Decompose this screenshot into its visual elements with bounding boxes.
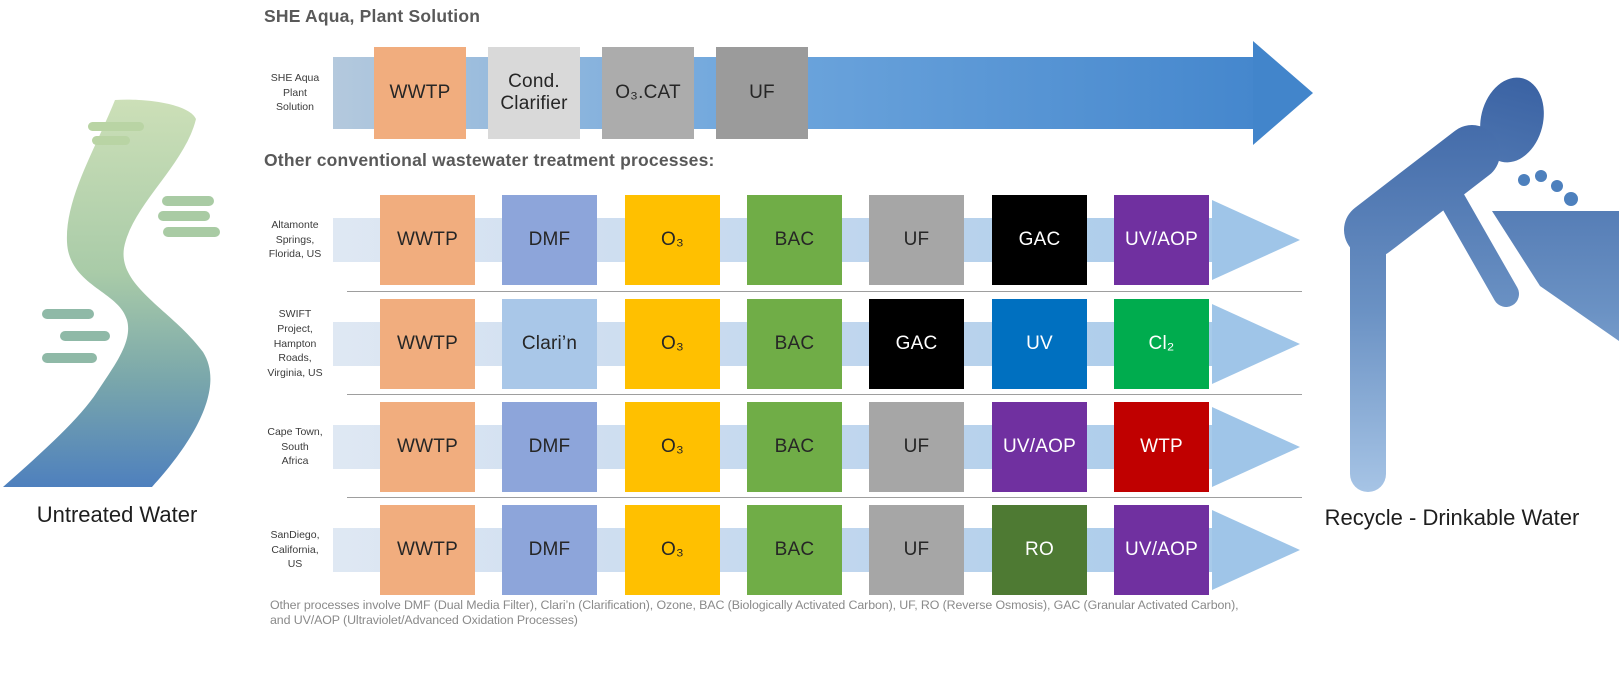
recycle-drinkable-water-label: Recycle - Drinkable Water (1324, 505, 1580, 530)
process-box: UV/AOP (992, 402, 1087, 492)
process-box: O₃ (625, 402, 720, 492)
process-box: DMF (502, 195, 597, 285)
abbreviation-caption: Other processes involve DMF (Dual Media … (270, 598, 1239, 627)
process-box: BAC (747, 299, 842, 389)
process-row: SanDiego, California, US WWTP DMF O₃ BAC UF R… (0, 505, 1619, 595)
row-divider (347, 497, 1302, 498)
other-processes-heading: Other conventional wastewater treatment … (264, 150, 715, 170)
row-divider (347, 394, 1302, 395)
person-torso-shape (1344, 125, 1500, 258)
drinking-person-icon (1344, 77, 1619, 492)
process-row: Altamonte Springs, Florida, US WWTP DMF O₃… (0, 195, 1619, 285)
process-box: DMF (502, 402, 597, 492)
process-box: UV (992, 299, 1087, 389)
fountain-basin-shape (1492, 211, 1619, 341)
water-droplets (1518, 170, 1578, 206)
process-box: O₃ (625, 505, 720, 595)
river-flow-dashes (42, 122, 220, 363)
process-box: Cond. Clarifier (488, 47, 580, 139)
process-box: UF (869, 402, 964, 492)
untreated-water-label: Untreated Water (36, 502, 198, 527)
process-box: UV/AOP (1114, 505, 1209, 595)
river-shape (3, 99, 211, 487)
process-box: O₃ (625, 195, 720, 285)
row-location-label: Altamonte Springs, Florida, US (268, 218, 322, 261)
process-row: SWIFT Project, Hampton Roads, Virginia, … (0, 299, 1619, 389)
person-arm-shape (1437, 183, 1519, 307)
process-box: BAC (747, 402, 842, 492)
process-box: WWTP (380, 505, 475, 595)
process-box: WWTP (380, 402, 475, 492)
process-box: Clari’n (502, 299, 597, 389)
process-row: Cape Town, South Africa WWTP DMF O₃ BAC UF UV… (0, 402, 1619, 492)
process-box: DMF (502, 505, 597, 595)
process-box: UV/AOP (1114, 195, 1209, 285)
process-box: O₃.CAT (602, 47, 694, 139)
process-box: WWTP (374, 47, 466, 139)
process-box: WTP (1114, 402, 1209, 492)
process-box: BAC (747, 505, 842, 595)
process-box: Cl₂ (1114, 299, 1209, 389)
she-aqua-heading: SHE Aqua, Plant Solution (264, 6, 481, 26)
flow-arrow-head-icon (1212, 407, 1300, 487)
process-box: GAC (869, 299, 964, 389)
she-aqua-process-row: SHE Aqua Plant Solution WWTP Cond. Clarif… (0, 41, 1619, 145)
flow-arrow-head-icon (1212, 200, 1300, 280)
flow-arrow-head-icon (1253, 41, 1313, 145)
process-box: UF (869, 505, 964, 595)
flow-arrow-head-icon (1212, 510, 1300, 590)
process-box: BAC (747, 195, 842, 285)
process-box: UF (716, 47, 808, 139)
row-location-label: SHE Aqua Plant Solution (270, 71, 320, 114)
untreated-water-icon (3, 99, 220, 487)
process-box: WWTP (380, 195, 475, 285)
row-divider (347, 291, 1302, 292)
row-location-label: SWIFT Project, Hampton Roads, Virginia, … (267, 308, 323, 380)
row-location-label: SanDiego, California, US (270, 528, 320, 571)
process-box: GAC (992, 195, 1087, 285)
flow-arrow-head-icon (1212, 304, 1300, 384)
process-box: UF (869, 195, 964, 285)
process-box: WWTP (380, 299, 475, 389)
process-box: O₃ (625, 299, 720, 389)
process-box: RO (992, 505, 1087, 595)
row-location-label: Cape Town, South Africa (267, 425, 323, 468)
